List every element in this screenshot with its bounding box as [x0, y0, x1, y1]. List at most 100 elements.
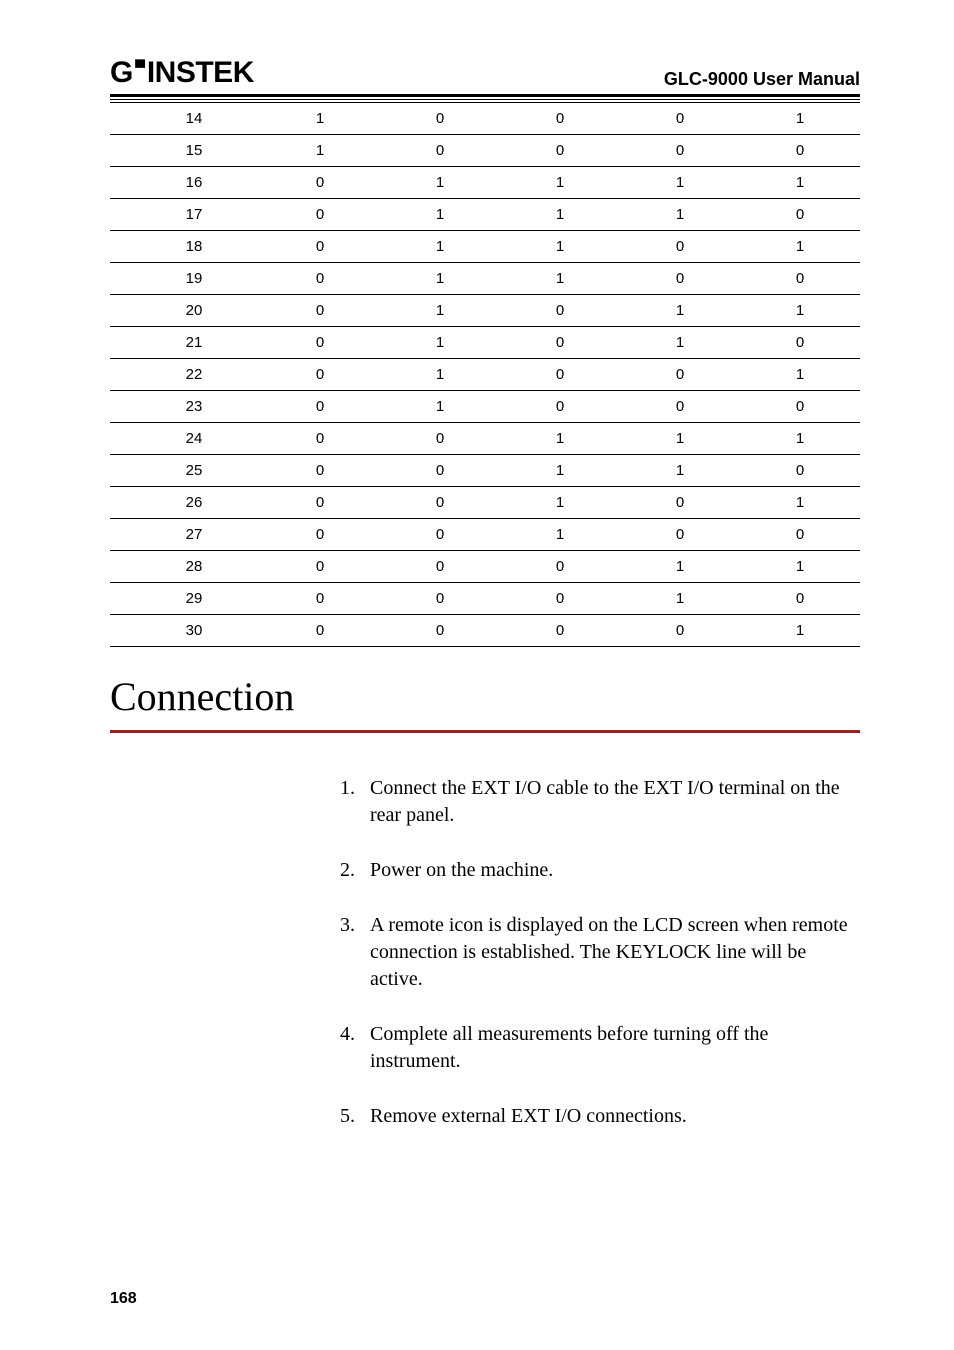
header-rule — [110, 94, 860, 100]
table-cell: 1 — [620, 327, 740, 359]
table-cell: 0 — [380, 103, 500, 135]
table-row: 2800011 — [110, 551, 860, 583]
table-cell: 26 — [110, 487, 260, 519]
table-row: 2600101 — [110, 487, 860, 519]
table-cell: 18 — [110, 231, 260, 263]
section-rule — [110, 730, 860, 733]
table-cell: 1 — [740, 231, 860, 263]
table-cell: 0 — [260, 519, 380, 551]
table-cell: 0 — [620, 231, 740, 263]
table-cell: 0 — [620, 135, 740, 167]
table-cell: 0 — [260, 167, 380, 199]
table-cell: 0 — [740, 391, 860, 423]
instruction-step: Remove external EXT I/O connections. — [340, 1103, 852, 1130]
table-cell: 0 — [740, 199, 860, 231]
instruction-step: A remote icon is displayed on the LCD sc… — [340, 912, 852, 993]
table-cell: 0 — [620, 615, 740, 647]
table-cell: 1 — [740, 295, 860, 327]
table-cell: 0 — [500, 391, 620, 423]
table-cell: 0 — [260, 615, 380, 647]
table-cell: 0 — [260, 263, 380, 295]
table-cell: 1 — [500, 487, 620, 519]
table-cell: 1 — [740, 615, 860, 647]
table-cell: 1 — [620, 167, 740, 199]
table-cell: 1 — [380, 231, 500, 263]
table-cell: 14 — [110, 103, 260, 135]
table-cell: 0 — [620, 519, 740, 551]
instruction-list: Connect the EXT I/O cable to the EXT I/O… — [340, 775, 860, 1130]
table-cell: 0 — [260, 391, 380, 423]
table-cell: 1 — [380, 263, 500, 295]
table-cell: 0 — [260, 583, 380, 615]
table-cell: 24 — [110, 423, 260, 455]
table-cell: 0 — [500, 359, 620, 391]
table-cell: 1 — [620, 551, 740, 583]
table-cell: 16 — [110, 167, 260, 199]
table-cell: 1 — [740, 103, 860, 135]
table-cell: 0 — [500, 135, 620, 167]
instruction-step: Power on the machine. — [340, 857, 852, 884]
table-cell: 1 — [500, 263, 620, 295]
section-heading: Connection — [110, 673, 860, 720]
table-cell: 1 — [500, 167, 620, 199]
table-cell: 1 — [500, 455, 620, 487]
table-cell: 19 — [110, 263, 260, 295]
table-cell: 1 — [500, 231, 620, 263]
table-cell: 0 — [260, 295, 380, 327]
table-row: 2500110 — [110, 455, 860, 487]
table-cell: 0 — [380, 615, 500, 647]
table-cell: 0 — [740, 263, 860, 295]
table-cell: 1 — [620, 455, 740, 487]
table-cell: 0 — [380, 551, 500, 583]
table-cell: 0 — [620, 391, 740, 423]
table-cell: 0 — [380, 455, 500, 487]
table-cell: 25 — [110, 455, 260, 487]
table-cell: 0 — [380, 423, 500, 455]
table-cell: 1 — [620, 423, 740, 455]
binary-table: 1410001151000016011111701110180110119011… — [110, 102, 860, 647]
table-cell: 21 — [110, 327, 260, 359]
table-cell: 1 — [500, 519, 620, 551]
table-cell: 20 — [110, 295, 260, 327]
table-row: 1701110 — [110, 199, 860, 231]
table-cell: 28 — [110, 551, 260, 583]
table-row: 2001011 — [110, 295, 860, 327]
table-cell: 29 — [110, 583, 260, 615]
table-cell: 0 — [500, 103, 620, 135]
table-cell: 0 — [260, 327, 380, 359]
logo-part-right: INSTEK — [147, 56, 254, 90]
table-cell: 1 — [500, 199, 620, 231]
page-header: G▀INSTEK GLC-9000 User Manual — [110, 56, 860, 90]
table-row: 1510000 — [110, 135, 860, 167]
table-cell: 0 — [260, 423, 380, 455]
logo-part-left: G — [110, 56, 133, 90]
table-cell: 1 — [380, 295, 500, 327]
table-cell: 1 — [260, 135, 380, 167]
table-cell: 1 — [620, 583, 740, 615]
table-row: 1601111 — [110, 167, 860, 199]
table-row: 2301000 — [110, 391, 860, 423]
table-cell: 0 — [260, 487, 380, 519]
table-row: 2201001 — [110, 359, 860, 391]
table-cell: 22 — [110, 359, 260, 391]
table-cell: 0 — [620, 359, 740, 391]
table-cell: 0 — [740, 455, 860, 487]
table-cell: 0 — [740, 135, 860, 167]
table-cell: 0 — [260, 551, 380, 583]
table-row: 2700100 — [110, 519, 860, 551]
table-cell: 1 — [380, 359, 500, 391]
table-cell: 0 — [260, 455, 380, 487]
table-row: 1410001 — [110, 103, 860, 135]
table-cell: 0 — [380, 519, 500, 551]
table-cell: 1 — [620, 295, 740, 327]
table-cell: 0 — [620, 263, 740, 295]
table-cell: 1 — [740, 423, 860, 455]
table-cell: 0 — [740, 519, 860, 551]
instruction-step: Complete all measurements before turning… — [340, 1021, 852, 1075]
table-cell: 1 — [380, 167, 500, 199]
table-cell: 1 — [740, 487, 860, 519]
table-row: 2900010 — [110, 583, 860, 615]
table-cell: 0 — [260, 231, 380, 263]
instruction-step: Connect the EXT I/O cable to the EXT I/O… — [340, 775, 852, 829]
table-cell: 0 — [260, 359, 380, 391]
